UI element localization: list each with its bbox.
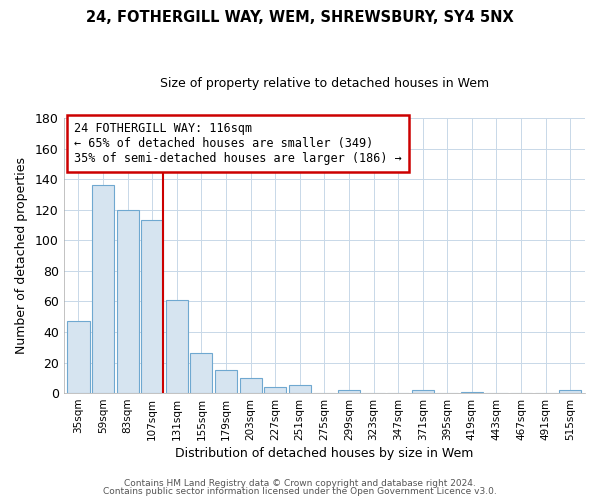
X-axis label: Distribution of detached houses by size in Wem: Distribution of detached houses by size …	[175, 447, 473, 460]
Text: Contains public sector information licensed under the Open Government Licence v3: Contains public sector information licen…	[103, 487, 497, 496]
Bar	[215, 370, 237, 393]
Bar	[67, 322, 89, 393]
Bar	[116, 210, 139, 393]
Text: 24, FOTHERGILL WAY, WEM, SHREWSBURY, SY4 5NX: 24, FOTHERGILL WAY, WEM, SHREWSBURY, SY4…	[86, 10, 514, 25]
Bar	[289, 386, 311, 393]
Title: Size of property relative to detached houses in Wem: Size of property relative to detached ho…	[160, 78, 489, 90]
Bar	[141, 220, 163, 393]
Y-axis label: Number of detached properties: Number of detached properties	[15, 157, 28, 354]
Bar	[264, 387, 286, 393]
Bar	[166, 300, 188, 393]
Bar	[92, 186, 114, 393]
Bar	[461, 392, 483, 393]
Bar	[239, 378, 262, 393]
Bar	[190, 354, 212, 393]
Bar	[338, 390, 360, 393]
Text: Contains HM Land Registry data © Crown copyright and database right 2024.: Contains HM Land Registry data © Crown c…	[124, 478, 476, 488]
Bar	[412, 390, 434, 393]
Bar	[559, 390, 581, 393]
Text: 24 FOTHERGILL WAY: 116sqm
← 65% of detached houses are smaller (349)
35% of semi: 24 FOTHERGILL WAY: 116sqm ← 65% of detac…	[74, 122, 402, 165]
